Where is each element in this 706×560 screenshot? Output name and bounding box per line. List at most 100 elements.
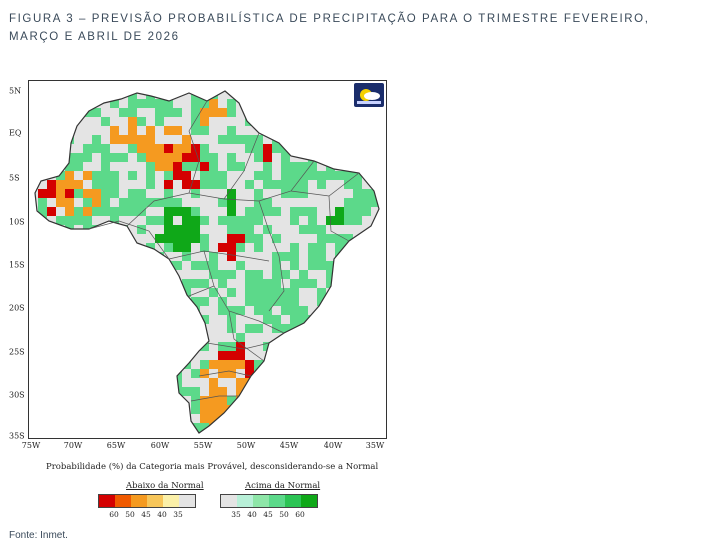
grid-cell bbox=[191, 117, 200, 126]
grid-cell bbox=[263, 171, 272, 180]
grid-cell bbox=[101, 162, 110, 171]
lon-tick-45w: 45W bbox=[279, 441, 299, 450]
grid-cell bbox=[200, 243, 209, 252]
grid-cell bbox=[137, 180, 146, 189]
grid-cell bbox=[182, 234, 191, 243]
grid-cell bbox=[290, 189, 299, 198]
grid-cell bbox=[254, 261, 263, 270]
grid-cell bbox=[344, 198, 353, 207]
lat-tick-20s: 20S bbox=[9, 303, 25, 313]
grid-cell bbox=[245, 243, 254, 252]
legend-above-swatch bbox=[285, 495, 301, 507]
grid-cell bbox=[236, 306, 245, 315]
legend-below-swatch bbox=[99, 495, 115, 507]
grid-cell bbox=[353, 207, 362, 216]
grid-cell bbox=[191, 180, 200, 189]
grid-cell bbox=[209, 288, 218, 297]
grid-cell bbox=[218, 189, 227, 198]
grid-cell bbox=[155, 99, 164, 108]
grid-cell bbox=[272, 234, 281, 243]
grid-cell bbox=[290, 198, 299, 207]
grid-cell bbox=[65, 198, 74, 207]
grid-cell bbox=[254, 135, 263, 144]
grid-cell bbox=[164, 99, 173, 108]
grid-cell bbox=[83, 162, 92, 171]
grid-cell bbox=[200, 207, 209, 216]
grid-cell bbox=[254, 225, 263, 234]
grid-cell bbox=[254, 315, 263, 324]
grid-cell bbox=[308, 306, 317, 315]
grid-cell bbox=[227, 288, 236, 297]
grid-cell bbox=[236, 342, 245, 351]
grid-cell bbox=[110, 99, 119, 108]
grid-cell bbox=[164, 153, 173, 162]
lat-tick-25s: 25S bbox=[9, 347, 25, 357]
lat-tick-eq: EQ bbox=[9, 128, 22, 138]
grid-cell bbox=[299, 225, 308, 234]
grid-cell bbox=[110, 108, 119, 117]
grid-cell bbox=[245, 252, 254, 261]
grid-cell bbox=[191, 414, 200, 423]
grid-cell bbox=[191, 135, 200, 144]
grid-cell bbox=[245, 207, 254, 216]
grid-cell bbox=[146, 216, 155, 225]
grid-cell bbox=[245, 315, 254, 324]
grid-cell bbox=[326, 270, 335, 279]
grid-cell bbox=[317, 198, 326, 207]
grid-cell bbox=[281, 288, 290, 297]
grid-cell bbox=[182, 144, 191, 153]
grid-cell bbox=[191, 198, 200, 207]
grid-cell bbox=[263, 270, 272, 279]
grid-cell bbox=[326, 252, 335, 261]
grid-cell bbox=[191, 153, 200, 162]
grid-cell bbox=[173, 207, 182, 216]
grid-cell bbox=[101, 207, 110, 216]
grid-cell bbox=[218, 216, 227, 225]
grid-cell bbox=[128, 180, 137, 189]
grid-cell bbox=[128, 225, 137, 234]
grid-cell bbox=[56, 216, 65, 225]
grid-cell bbox=[83, 216, 92, 225]
grid-cell bbox=[245, 180, 254, 189]
grid-cell bbox=[119, 180, 128, 189]
grid-cell bbox=[182, 180, 191, 189]
grid-cell bbox=[245, 279, 254, 288]
grid-cell bbox=[101, 144, 110, 153]
grid-cell bbox=[371, 207, 379, 216]
grid-cell bbox=[218, 126, 227, 135]
grid-cell bbox=[290, 243, 299, 252]
grid-cell bbox=[128, 153, 137, 162]
grid-cell bbox=[119, 198, 128, 207]
grid-cell bbox=[344, 207, 353, 216]
grid-cell bbox=[182, 198, 191, 207]
grid-cell bbox=[191, 189, 200, 198]
grid-cell bbox=[191, 99, 200, 108]
grid-cell bbox=[263, 207, 272, 216]
grid-cell bbox=[236, 324, 245, 333]
grid-cell bbox=[281, 162, 290, 171]
grid-cell bbox=[344, 171, 353, 180]
grid-cell bbox=[191, 270, 200, 279]
grid-cell bbox=[263, 324, 272, 333]
grid-cell bbox=[155, 171, 164, 180]
grid-cell bbox=[182, 91, 191, 99]
grid-cell bbox=[218, 162, 227, 171]
grid-cell bbox=[272, 324, 281, 333]
grid-cell bbox=[227, 387, 236, 396]
grid-cell bbox=[353, 225, 362, 234]
grid-cell bbox=[263, 162, 272, 171]
grid-cell bbox=[128, 144, 137, 153]
grid-cell bbox=[245, 225, 254, 234]
grid-cell bbox=[326, 279, 335, 288]
grid-cell bbox=[290, 252, 299, 261]
grid-cell bbox=[236, 126, 245, 135]
grid-cell bbox=[263, 279, 272, 288]
grid-cell bbox=[155, 225, 164, 234]
grid-cell bbox=[119, 171, 128, 180]
grid-cell bbox=[200, 225, 209, 234]
grid-cell bbox=[308, 225, 317, 234]
legend-above-value: 35 bbox=[231, 510, 241, 519]
grid-cell bbox=[245, 270, 254, 279]
grid-cell bbox=[263, 288, 272, 297]
grid-cell bbox=[254, 153, 263, 162]
